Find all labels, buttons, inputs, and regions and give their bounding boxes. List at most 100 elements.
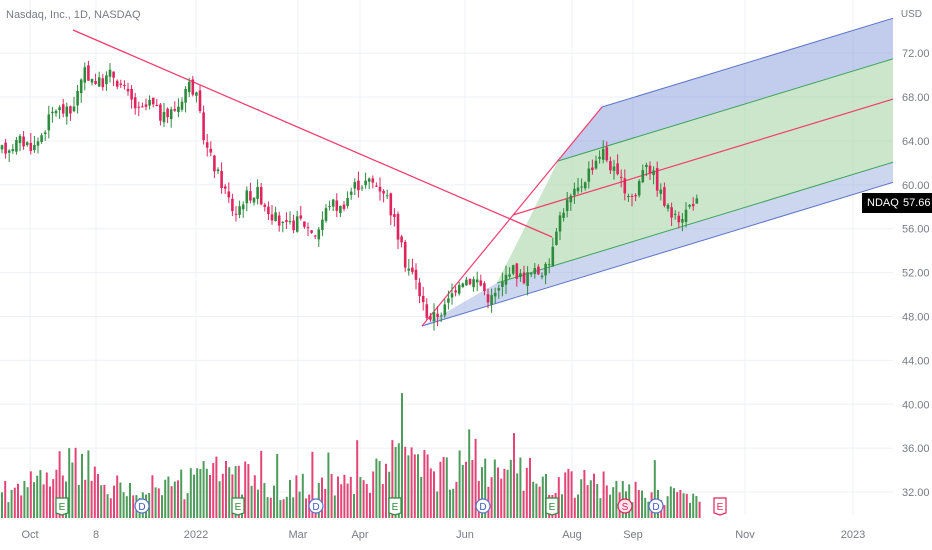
volume-bar (503, 468, 506, 518)
candle-body (490, 295, 493, 305)
volume-bar (285, 496, 288, 518)
candle-body (303, 221, 306, 227)
candle-body (173, 108, 177, 111)
candle-body (439, 315, 443, 317)
volume-bar (481, 467, 483, 518)
candle-body (691, 203, 695, 207)
volume-bar (397, 443, 400, 518)
volume-bar (180, 469, 183, 518)
volume-bar (305, 498, 307, 518)
candle-body (123, 84, 126, 87)
volume-bar (573, 497, 576, 518)
candle-body (115, 80, 119, 87)
event-marker-e: E (388, 497, 402, 516)
candle-body (544, 263, 547, 276)
volume-bar (10, 489, 13, 518)
volume-bar (388, 471, 391, 518)
volume-bar (349, 476, 352, 518)
candle-body (677, 215, 681, 223)
candle-body (313, 235, 317, 237)
candle-body (97, 77, 101, 87)
volume-bar (42, 484, 45, 518)
pitchfork-bottom-line (421, 181, 894, 327)
candle-body (353, 182, 357, 189)
volume-bar (157, 488, 160, 518)
candle-body (501, 281, 504, 287)
candle-body (526, 272, 529, 286)
pitchfork-top-line (601, 17, 894, 108)
volume-bar (612, 487, 615, 518)
volume-bar (170, 486, 173, 518)
volume-bar (1, 492, 3, 518)
candle-body (411, 267, 414, 272)
volume-bar (193, 474, 195, 518)
candle-body (238, 206, 241, 215)
candles (0, 60, 699, 331)
volume-bar (356, 440, 359, 518)
candle-body (331, 199, 335, 207)
volume-bar (493, 459, 496, 518)
event-marker-e: E (713, 497, 727, 516)
volume-bar (113, 485, 115, 518)
pitchfork-drawing[interactable] (421, 17, 894, 327)
volume-bar (228, 467, 231, 518)
volume-bar (74, 447, 77, 518)
candle-body (292, 220, 295, 231)
candle-body (267, 206, 270, 215)
volume-bar (545, 473, 547, 518)
candle-body (447, 298, 450, 303)
candle-body (177, 106, 180, 113)
volume-bar (589, 480, 592, 518)
volume-bar (605, 485, 608, 518)
candle-body (40, 135, 43, 143)
price-axis[interactable]: 32.00 36.00 40.00 44.00 48.00 52.00 56.00 60.00… (902, 48, 930, 499)
volume-bar (39, 470, 42, 518)
candle-body (105, 75, 108, 85)
candle-body (213, 155, 216, 172)
candle-body (162, 111, 166, 123)
volume-bar (250, 485, 253, 518)
volume-bar (55, 469, 58, 518)
candle-body (378, 186, 382, 192)
event-marker-s: S (617, 498, 633, 514)
earnings-marker-shape (713, 497, 727, 516)
candle-body (29, 142, 33, 151)
candle-body (576, 187, 580, 192)
candle-body (432, 312, 436, 322)
volume-bar (596, 484, 599, 518)
volume-bar (369, 492, 371, 518)
pitchfork-lower-zone (422, 162, 893, 326)
candle-body (256, 186, 259, 199)
volume-bar (4, 480, 7, 518)
volume-bar (36, 475, 39, 518)
candle-body (184, 88, 187, 103)
volume-bar (276, 453, 279, 518)
volume-bar (23, 480, 26, 518)
x-tick-label: 2023 (841, 529, 865, 541)
time-axis[interactable]: Oct 8 2022 Mar Apr Jun Aug Sep Nov 2023 (21, 529, 865, 541)
volume-bar (186, 493, 189, 518)
candle-body (108, 69, 112, 77)
volume-bar (689, 502, 691, 518)
candle-body (450, 293, 454, 298)
event-marker-d: D (308, 498, 324, 514)
volume-bar (417, 454, 419, 518)
candle-body (47, 114, 51, 131)
volume-bar (433, 471, 435, 518)
volume-bar (663, 505, 666, 518)
y-tick-label: 72.00 (902, 48, 930, 60)
marker-letter: E (549, 502, 556, 513)
trendline-drawing[interactable] (72, 29, 553, 238)
candle-body (547, 264, 551, 266)
volume-bar (116, 475, 119, 518)
x-tick-label: Apr (351, 529, 368, 541)
candle-body (605, 147, 609, 161)
volume-bar (471, 460, 474, 518)
candle-body (281, 222, 285, 224)
candle-body (454, 290, 457, 293)
volume-bar (586, 485, 589, 518)
candle-body (461, 283, 465, 287)
earnings-marker-shape (545, 497, 559, 516)
